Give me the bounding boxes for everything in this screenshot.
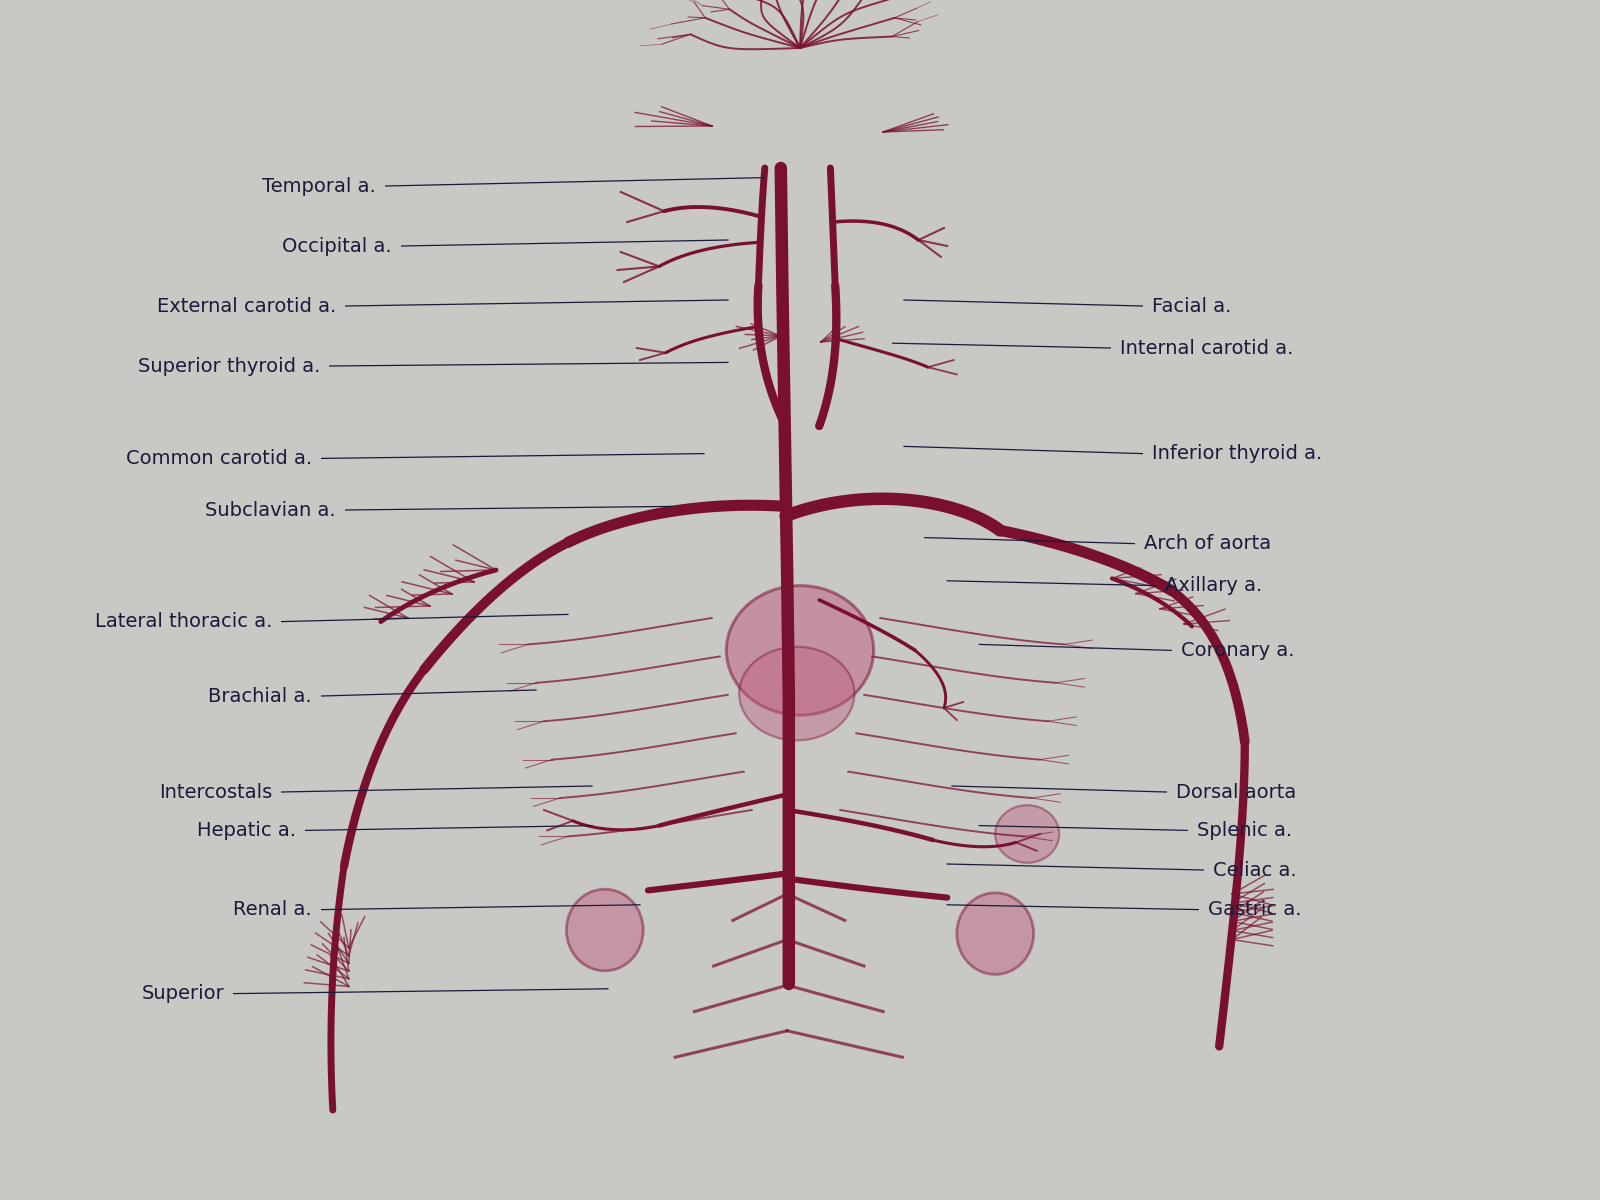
Text: Celiac a.: Celiac a. <box>1213 860 1296 880</box>
Text: Temporal a.: Temporal a. <box>262 176 376 196</box>
Text: External carotid a.: External carotid a. <box>157 296 336 316</box>
Ellipse shape <box>957 893 1034 974</box>
Text: Renal a.: Renal a. <box>234 900 312 919</box>
Text: Intercostals: Intercostals <box>158 782 272 802</box>
Text: Internal carotid a.: Internal carotid a. <box>1120 338 1293 358</box>
Text: Arch of aorta: Arch of aorta <box>1144 534 1270 553</box>
Text: Occipital a.: Occipital a. <box>282 236 392 256</box>
Text: Lateral thoracic a.: Lateral thoracic a. <box>94 612 272 631</box>
Text: Subclavian a.: Subclavian a. <box>205 500 336 520</box>
Text: Hepatic a.: Hepatic a. <box>197 821 296 840</box>
Ellipse shape <box>995 805 1059 863</box>
Text: Superior thyroid a.: Superior thyroid a. <box>138 356 320 376</box>
Text: Coronary a.: Coronary a. <box>1181 641 1294 660</box>
Text: Superior: Superior <box>141 984 224 1003</box>
Text: Axillary a.: Axillary a. <box>1165 576 1262 595</box>
Text: Gastric a.: Gastric a. <box>1208 900 1301 919</box>
Text: Common carotid a.: Common carotid a. <box>126 449 312 468</box>
Text: Brachial a.: Brachial a. <box>208 686 312 706</box>
Text: Inferior thyroid a.: Inferior thyroid a. <box>1152 444 1322 463</box>
Ellipse shape <box>726 586 874 715</box>
Ellipse shape <box>739 647 854 740</box>
Text: Splenic a.: Splenic a. <box>1197 821 1291 840</box>
Ellipse shape <box>566 889 643 971</box>
Text: Facial a.: Facial a. <box>1152 296 1232 316</box>
Text: Dorsal aorta: Dorsal aorta <box>1176 782 1296 802</box>
